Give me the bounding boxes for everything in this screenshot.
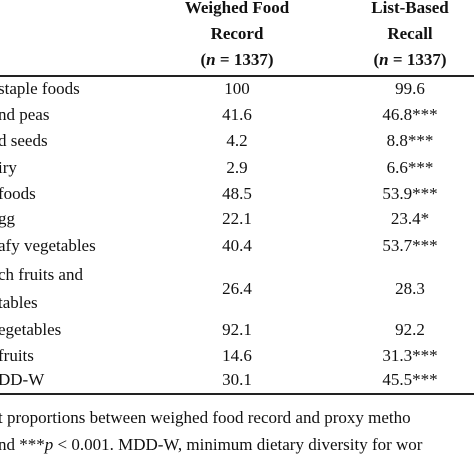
n-part: ( [200,50,207,69]
row-label: tables [0,293,38,312]
column-n: (n = 1337) [374,50,447,70]
row-label: staple foods [0,79,80,98]
footnote: t proportions between weighed food recor… [0,408,411,428]
cell: 4.2 [226,131,248,150]
column-n: (n = 1337) [201,50,274,70]
row-label: gg [0,209,15,228]
header-rule [0,75,474,77]
cell: 99.6 [395,79,425,98]
column-header: List-Based [371,0,449,17]
cell: 48.5 [222,184,252,203]
row-label: fruits [0,346,34,365]
row-label: nd peas [0,105,50,124]
cell: 46.8*** [382,105,438,124]
column-header: Recall [387,24,433,43]
footnote-part: t proportions between weighed food recor… [0,408,411,427]
row-label: ch fruits and [0,265,83,284]
row-label: foods [0,184,36,203]
cell: 30.1 [222,370,252,389]
cell: 92.2 [395,320,425,339]
footnote: nd ***p < 0.001. MDD-W, minimum dietary … [0,435,422,455]
n-part: n [206,50,216,69]
cell: 41.6 [222,105,252,124]
cell: 22.1 [222,209,252,228]
cell: 26.4 [222,279,252,298]
footnote-part: nd *** [0,435,45,454]
cell: 8.8*** [386,131,434,150]
row-label: egetables [0,320,62,339]
row-label: d seeds [0,131,48,150]
row-label: DD-W [0,370,45,389]
footnote-part: p [44,435,54,454]
cell: 28.3 [395,279,425,298]
n-part: = 1337) [215,50,274,69]
cell: 40.4 [222,236,252,255]
column-header: Record [210,24,264,43]
row-label: iry [0,158,17,177]
cell: 53.7*** [382,236,438,255]
cell: 14.6 [222,346,252,365]
cell: 92.1 [222,320,252,339]
cell: 100 [224,79,250,98]
bottom-rule [0,393,474,395]
cell: 23.4* [390,209,430,228]
footnote-part: < 0.001. MDD-W, minimum dietary diversit… [53,435,423,454]
n-part: ( [373,50,380,69]
cell: 6.6*** [386,158,434,177]
row-label: afy vegetables [0,236,96,255]
column-header: Weighed Food [184,0,290,17]
n-part: = 1337) [388,50,447,69]
cell: 53.9*** [382,184,438,203]
n-part: n [379,50,389,69]
cell: 31.3*** [382,346,438,365]
cell: 2.9 [226,158,248,177]
cell: 45.5*** [382,370,438,389]
